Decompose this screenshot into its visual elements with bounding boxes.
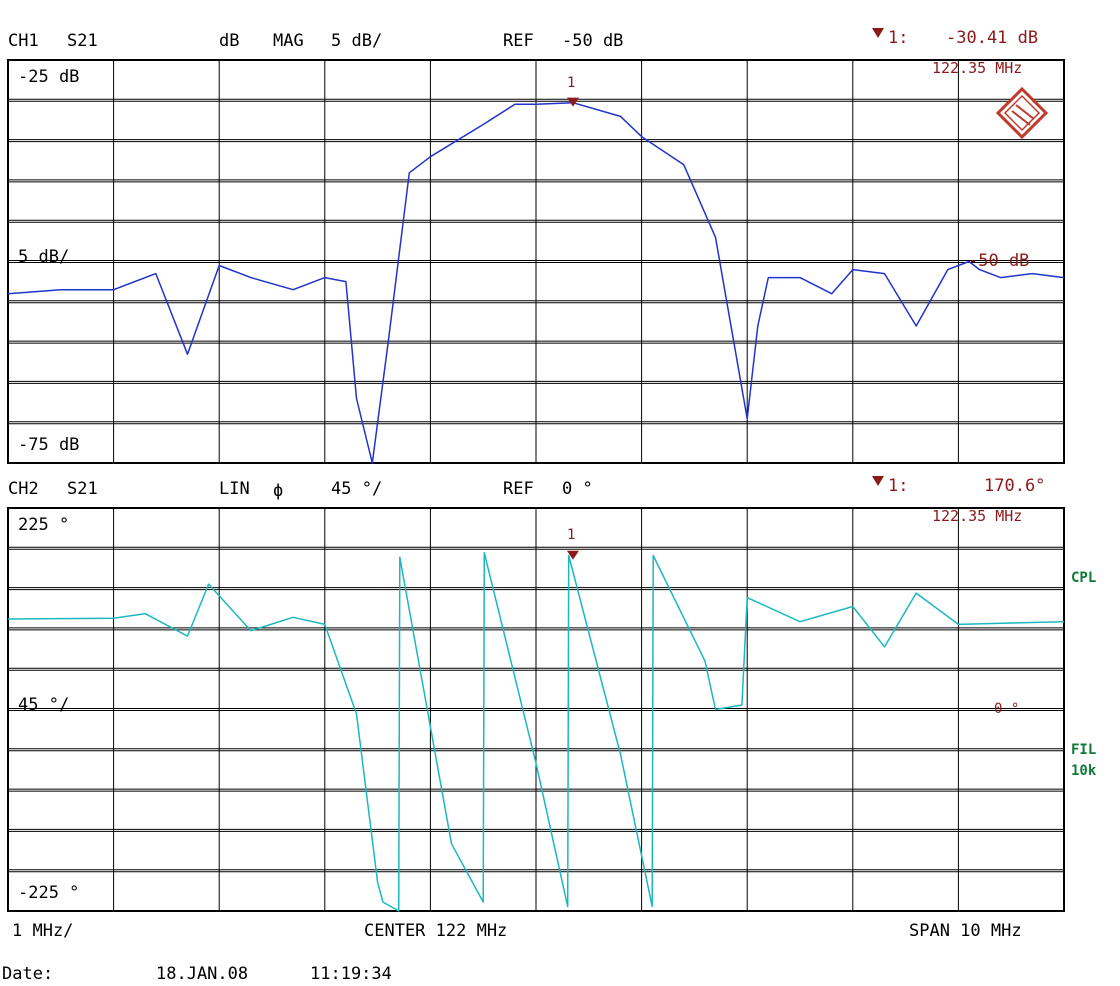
side-fil: FIL [1071,742,1097,758]
ch2-top-label: 225 ° [18,515,70,535]
footer-per-div: 1 MHz/ [12,921,74,941]
ch2-marker-number: 1 [567,527,576,543]
rs-logo-icon [995,86,1049,140]
ch2-format: LIN [219,479,250,499]
ch2-marker-1 [566,550,579,560]
ch1-top-label: -25 dB [18,67,80,87]
ch2-ref-right: 0 ° [994,701,1020,717]
ch2-scale: 45 °/ [331,479,383,499]
ch1-ref: -50 dB [562,31,624,51]
footer-span: SPAN 10 MHz [909,921,1022,941]
ch1-scale: 5 dB/ [331,31,383,51]
ch1-channel: CH1 [8,31,39,51]
ch1-format: dB [219,31,240,51]
ch2-marker-value: 170.6° [984,476,1046,496]
ch1-bottom-label: -75 dB [18,435,80,455]
ch2-channel: CH2 [8,479,39,499]
ch1-ref-label: REF [503,31,534,51]
ch2-ref-label: REF [503,479,534,499]
ch2-mid-label: 45 °/ [18,695,70,715]
ch1-ref-right: -50 dB [968,251,1030,271]
ch2-bottom-label: -225 ° [18,883,80,903]
ch1-param: S21 [67,31,98,51]
footer-time: 11:19:34 [310,964,392,984]
footer-date-label: Date: [2,964,54,984]
footer-date: 18.JAN.08 [156,964,249,984]
ch2-ref: 0 ° [562,479,593,499]
ch1-trace [7,101,1065,464]
ch1-mid-label: 5 dB/ [18,247,70,267]
ch2-trace [7,552,1065,912]
ch1-marker-indicator-icon [872,28,884,38]
ch1-marker-label: 1: [888,28,909,48]
ch1-marker-1 [566,97,579,107]
ch1-marker-value: -30.41 dB [946,28,1039,48]
footer-center: CENTER 122 MHz [364,921,508,941]
side-cpl: CPL [1071,570,1097,586]
ch2-marker-label: 1: [888,476,909,496]
side-fil-bw: 10k [1071,763,1097,779]
ch1-marker-freq: 122.35 MHz [932,59,1023,77]
ch2-marker-indicator-icon [872,476,884,486]
ch2-mode: ϕ [273,481,284,501]
ch2-marker-freq: 122.35 MHz [932,507,1023,525]
ch1-marker-number: 1 [567,75,576,91]
ch1-mode: MAG [273,31,304,51]
ch2-param: S21 [67,479,98,499]
